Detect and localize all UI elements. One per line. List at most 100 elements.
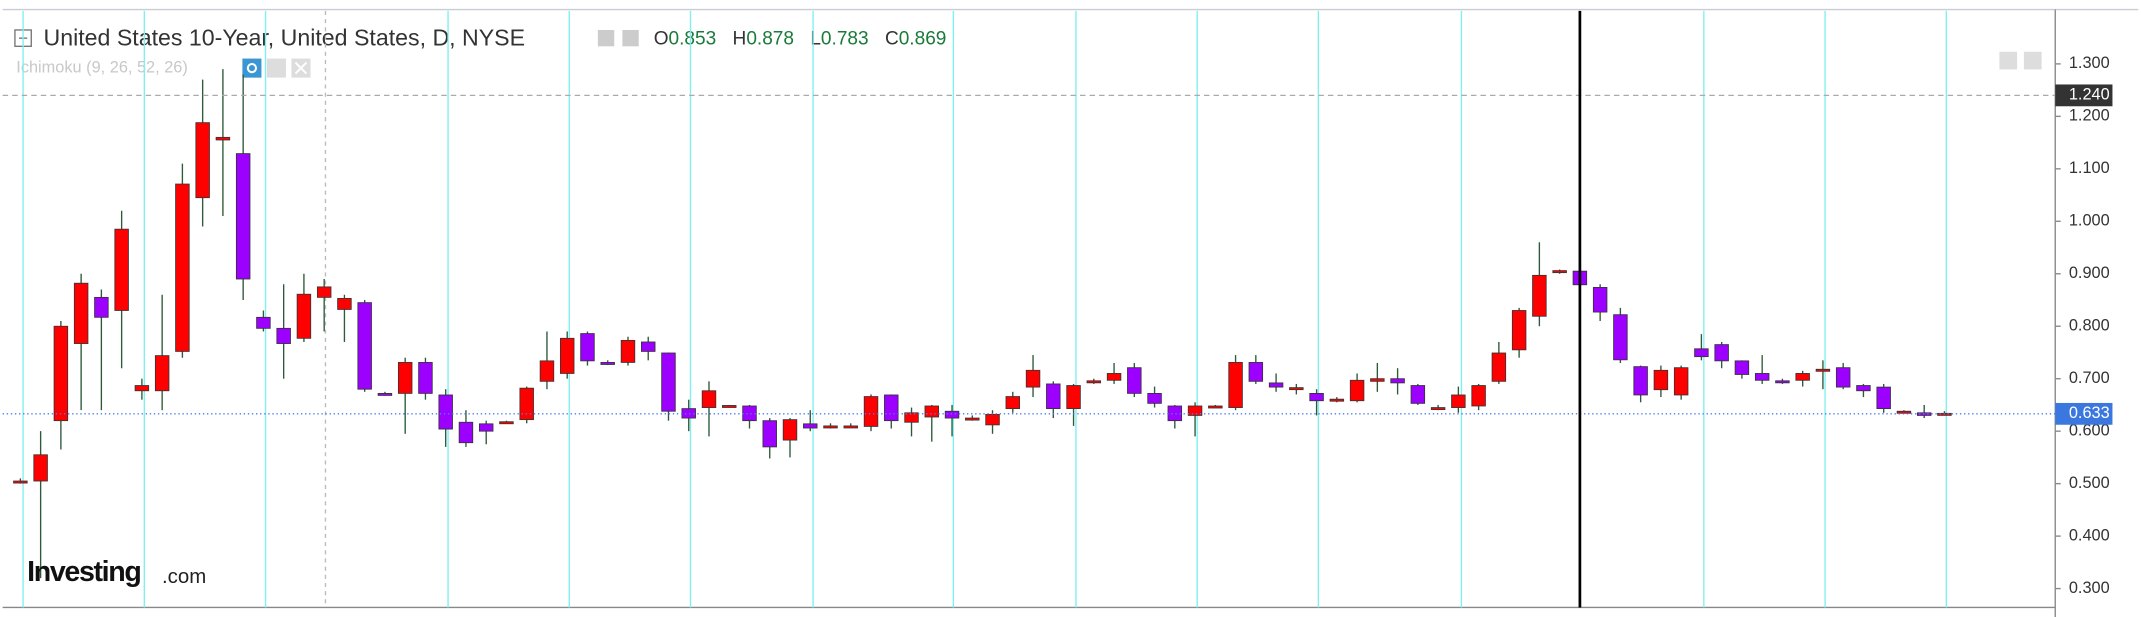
scale-icon[interactable] (1999, 51, 2018, 70)
candle-body (13, 480, 28, 484)
candle-body (762, 420, 777, 448)
candle-body (559, 337, 575, 374)
legend-value: 0.853 (669, 29, 717, 50)
candle-body (904, 412, 919, 423)
candle-body (519, 387, 534, 421)
candle-body (661, 352, 676, 412)
candle-body (1187, 405, 1203, 416)
candle-body (701, 390, 717, 408)
candle-body (1086, 380, 1102, 384)
candle-body (1147, 392, 1162, 404)
candle-body (803, 423, 818, 429)
candle-body (843, 425, 858, 429)
candle-body (1471, 385, 1486, 407)
candle-body (1329, 398, 1345, 402)
candle-body (94, 296, 109, 318)
candle-body (1653, 369, 1669, 391)
candle-body (478, 423, 494, 432)
candle-body (235, 153, 251, 280)
y-tick-label: 1.100 (2069, 159, 2110, 177)
candle-body (742, 405, 757, 422)
candle-body (175, 183, 190, 352)
candle-body (1613, 314, 1628, 361)
candle-body (1268, 382, 1284, 388)
candle-body (924, 405, 939, 418)
settings-icon[interactable] (622, 29, 639, 47)
candle-body (1754, 373, 1770, 381)
time-grid (22, 10, 1947, 608)
brand-suffix: .com (162, 566, 206, 588)
candle-body (1714, 344, 1729, 362)
last-price-label: 0.633 (2069, 404, 2110, 422)
candle-body (1066, 385, 1081, 410)
candle-body (276, 327, 291, 344)
brand-name: Investing (27, 556, 140, 588)
candle-body (1046, 383, 1061, 410)
price-axis: 0.300 0.400 0.500 0.600 0.700 0.800 0.900 1.000… (2, 10, 2113, 608)
candle-body (1370, 378, 1385, 382)
candle-body (1876, 386, 1891, 410)
candle-body (458, 421, 474, 444)
candle-body (296, 293, 312, 339)
candle-body (539, 360, 555, 382)
candle-body (1390, 378, 1405, 384)
candle-body (620, 339, 636, 363)
candle-body (722, 405, 737, 408)
candle-body (580, 333, 595, 362)
candle-body (499, 421, 514, 425)
candle-body (1430, 407, 1446, 411)
y-tick-label: 0.400 (2069, 526, 2110, 544)
candle-body (1775, 380, 1790, 384)
crosshair-label: 1.240 (2069, 86, 2110, 104)
candle-body (863, 396, 879, 427)
candle-body (1208, 405, 1223, 409)
legend-key: L (810, 29, 821, 50)
indicator-settings-icon[interactable] (266, 58, 286, 78)
y-tick-label: 0.700 (2069, 369, 2110, 387)
candle-body (1896, 410, 1912, 414)
candle-body (1309, 392, 1324, 402)
chart-title: United States 10-Year, United States, D,… (44, 25, 526, 51)
candle-body (438, 394, 453, 430)
candle-body (823, 425, 838, 429)
legend-value: 0.869 (899, 29, 947, 50)
y-tick-label: 0.300 (2069, 579, 2110, 597)
candle-body (1127, 367, 1142, 394)
scale-icon[interactable] (2023, 51, 2042, 70)
candle-body (1248, 362, 1264, 382)
candle-body (1532, 274, 1547, 317)
y-tick-label: 0.600 (2069, 421, 2110, 439)
settings-icon[interactable] (597, 29, 615, 47)
candle-body (256, 316, 271, 329)
candle-body (357, 302, 372, 390)
candle-body (1410, 385, 1426, 404)
indicator-label: Ichimoku (9, 26, 52, 26) (16, 58, 188, 76)
y-tick-label: 0.800 (2069, 317, 2110, 335)
candle-body (1451, 394, 1466, 408)
candle-body (154, 355, 170, 392)
candle-body (316, 286, 332, 298)
legend-value: 0.878 (746, 29, 794, 50)
visibility-icon[interactable] (242, 58, 262, 78)
ohlc-legend: O0.853 H0.878 L0.783 C0.869 (654, 29, 947, 50)
legend-key: O (654, 29, 669, 50)
candle-body (1815, 368, 1831, 372)
candle-body (73, 282, 89, 344)
candle-body (1349, 379, 1365, 402)
legend-value: 0.783 (821, 29, 869, 50)
candle-body (1025, 369, 1041, 388)
candle-body (1511, 310, 1527, 351)
candle-body (1835, 367, 1851, 388)
y-tick-label: 0.900 (2069, 264, 2110, 282)
candle-body (215, 136, 231, 141)
y-tick-label: 1.000 (2069, 212, 2110, 230)
candle-body (641, 341, 656, 352)
legend-key: C (885, 29, 899, 50)
candle-body (1552, 270, 1567, 274)
candle-body (1289, 387, 1304, 391)
candle-body (1491, 352, 1507, 382)
candle-body (884, 394, 899, 422)
candle-body (1734, 360, 1750, 375)
candle-body (397, 362, 413, 394)
